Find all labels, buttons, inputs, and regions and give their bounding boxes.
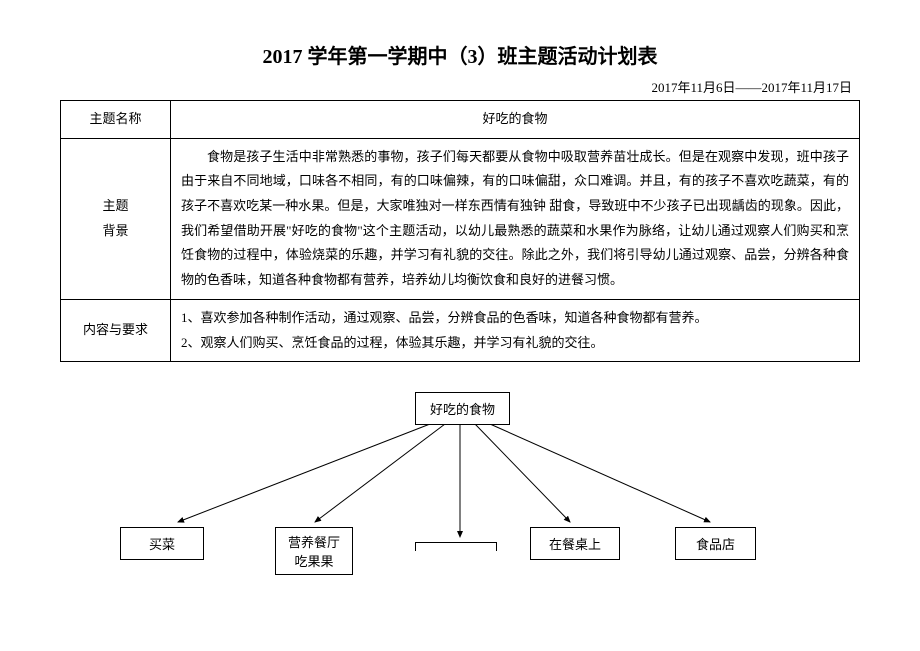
- background-text: 食物是孩子生活中非常熟悉的事物，孩子们每天都要从食物中吸取营养苗壮成长。但是在观…: [181, 145, 849, 293]
- content-requirements-value: 1、喜欢参加各种制作活动，通过观察、品尝，分辨食品的色香味，知道各种食物都有营养…: [171, 299, 860, 361]
- requirement-line: 1、喜欢参加各种制作活动，通过观察、品尝，分辨食品的色香味，知道各种食物都有营养…: [181, 306, 849, 331]
- node-line: 营养餐厅: [288, 532, 340, 551]
- theme-background-value: 食物是孩子生活中非常熟悉的事物，孩子们每天都要从食物中吸取营养苗壮成长。但是在观…: [171, 138, 860, 299]
- table-row: 内容与要求 1、喜欢参加各种制作活动，通过观察、品尝，分辨食品的色香味，知道各种…: [61, 299, 860, 361]
- requirement-line: 2、观察人们购买、烹饪食品的过程，体验其乐趣，并学习有礼貌的交往。: [181, 331, 849, 356]
- theme-name-value: 好吃的食物: [171, 101, 860, 139]
- diagram-child-node: [415, 542, 497, 551]
- plan-table: 主题名称 好吃的食物 主题 背景 食物是孩子生活中非常熟悉的事物，孩子们每天都要…: [60, 100, 860, 362]
- table-row: 主题 背景 食物是孩子生活中非常熟悉的事物，孩子们每天都要从食物中吸取营养苗壮成…: [61, 138, 860, 299]
- content-requirements-label: 内容与要求: [61, 299, 171, 361]
- node-line: 吃果果: [288, 551, 340, 570]
- diagram-child-node: 买菜: [120, 527, 204, 560]
- theme-name-label: 主题名称: [61, 101, 171, 139]
- diagram-child-node: 食品店: [675, 527, 756, 560]
- diagram-child-node: 在餐桌上: [530, 527, 620, 560]
- diagram-root-node: 好吃的食物: [415, 392, 510, 425]
- diagram-child-node: 营养餐厅 吃果果: [275, 527, 353, 575]
- diagram: 好吃的食物 买菜 营养餐厅 吃果果 在餐桌上 食品店: [60, 382, 860, 592]
- table-row: 主题名称 好吃的食物: [61, 101, 860, 139]
- label-line: 主题: [71, 194, 160, 219]
- label-line: 背景: [71, 219, 160, 244]
- date-range: 2017年11月6日——2017年11月17日: [60, 77, 860, 96]
- theme-background-label: 主题 背景: [61, 138, 171, 299]
- page-title: 2017 学年第一学期中（3）班主题活动计划表: [60, 40, 860, 69]
